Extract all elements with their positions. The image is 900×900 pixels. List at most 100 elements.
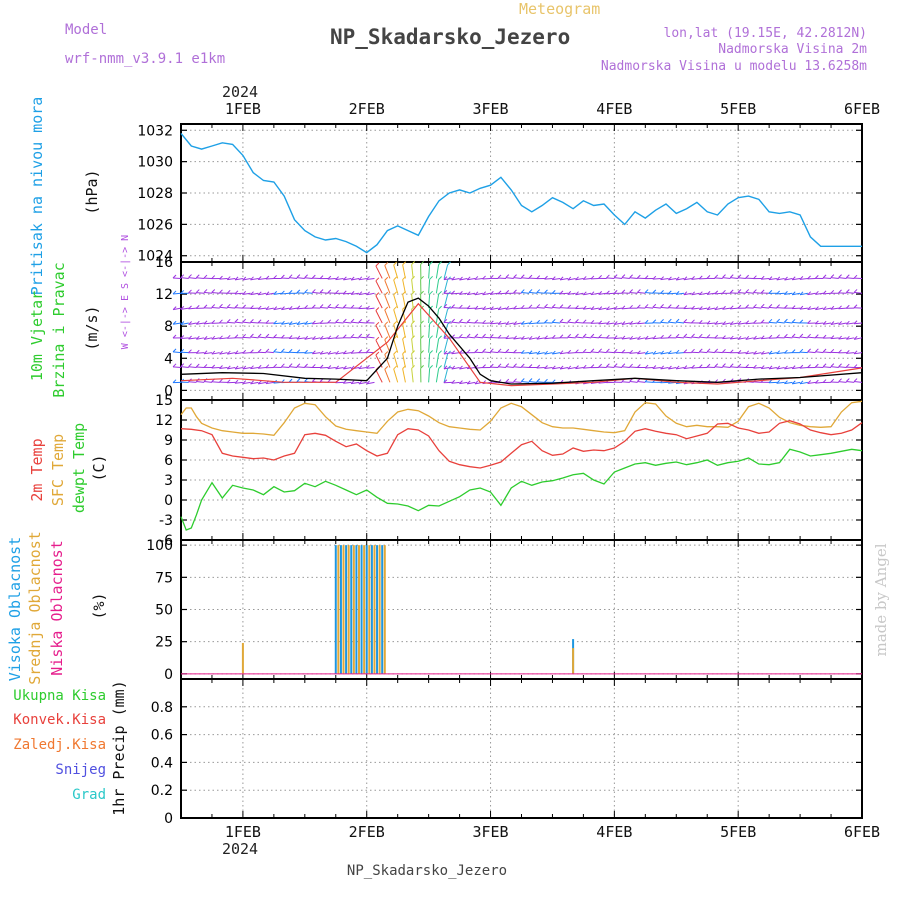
wind-arrow-head: [420, 335, 424, 340]
wind-arrow-head: [760, 350, 765, 355]
wind-arrow-head: [211, 289, 216, 293]
wind-arrow-head: [420, 261, 424, 265]
panel-cloud: 0 25 50 75 100: [146, 538, 863, 683]
wind-arrow-head: [226, 365, 231, 370]
wind-arrow: [443, 338, 449, 353]
wind-arrow-head: [188, 349, 192, 354]
wind-arrow-head: [234, 304, 239, 308]
wind-arrow-head: [753, 289, 757, 293]
wind-arrow: [411, 279, 414, 294]
wind-arrow-head: [257, 276, 262, 280]
wind-arrow: [343, 367, 352, 370]
wind-arrow-head: [273, 320, 277, 325]
wind-arrow: [203, 352, 213, 355]
wind-arrow-head: [451, 350, 456, 355]
temp-title-dewpt: dewpt Temp: [70, 423, 88, 513]
wind-arrow-head: [420, 275, 424, 280]
wind-arrow: [393, 368, 399, 383]
wind-arrow-head: [784, 318, 788, 323]
wind-arrow-head: [327, 378, 332, 383]
wind-arrow: [281, 366, 290, 369]
wind-arrow-head: [575, 319, 579, 323]
wind-arrow: [312, 337, 321, 340]
wind-arrow-head: [242, 304, 247, 309]
bottom-x-tick-label: 2FEB: [349, 823, 385, 841]
wind-arrow-head: [343, 276, 347, 281]
wind-arrow-head: [335, 289, 339, 294]
wind-arrow: [792, 321, 801, 324]
wind-arrow: [304, 322, 313, 325]
wind-arrow: [273, 351, 282, 354]
wind-arrow-head: [544, 303, 548, 308]
wind-arrow-head: [683, 365, 688, 369]
wind-arrow: [482, 336, 491, 339]
wind-arrow-head: [384, 306, 389, 311]
wind-arrow: [498, 307, 507, 311]
wind-arrow: [691, 277, 700, 280]
wind-speed-line: [180, 297, 863, 385]
wind-arrow-head: [768, 303, 773, 308]
wind-arrow-head: [582, 364, 587, 369]
wind-arrow: [745, 291, 754, 294]
wind-arrow-head: [203, 350, 208, 355]
temp-title-2m: 2m Temp: [28, 438, 46, 501]
wind-arrow-head: [729, 289, 734, 294]
wind-arrow: [668, 367, 677, 370]
pressure-title: Pritisak na nivou mora: [28, 97, 46, 296]
wind-arrow: [459, 381, 468, 385]
wind-arrow-head: [753, 335, 757, 340]
wind-arrow-head: [375, 292, 380, 297]
wind-arrow-head: [366, 305, 370, 310]
wind-arrow-head: [219, 275, 223, 280]
wind-arrow-head: [288, 335, 293, 339]
wind-arrow-head: [350, 290, 355, 295]
wind-arrow-head: [536, 319, 541, 324]
wind-arrow-head: [675, 349, 680, 354]
wind-arrow-head: [281, 348, 285, 353]
wind-arrow-head: [429, 335, 433, 340]
wind-arrow-head: [195, 289, 200, 293]
wind-arrow: [807, 292, 816, 296]
wind-arrow-head: [384, 321, 389, 326]
wind-arrow: [459, 336, 468, 339]
wind-arrow: [351, 381, 360, 385]
wind-arrow-head: [497, 334, 502, 339]
wind-arrow-head: [698, 348, 703, 353]
product-title: Meteogram: [519, 0, 600, 18]
wind-arrow-head: [822, 306, 827, 310]
wind-arrow-head: [393, 321, 398, 325]
wind-arrow-head: [590, 319, 595, 324]
wind-arrow: [528, 291, 538, 294]
wind-arrow: [188, 307, 197, 310]
wind-arrow-head: [675, 304, 680, 309]
wind-arrow: [792, 381, 801, 385]
wind-arrow: [776, 352, 785, 355]
wind-arrow-head: [807, 291, 812, 296]
wind-arrow: [435, 294, 440, 309]
wind-arrow: [660, 277, 669, 281]
wind-arrow: [393, 264, 399, 279]
wind-arrow: [675, 352, 685, 354]
wind-arrow-head: [544, 365, 548, 369]
wind-arrow-head: [459, 276, 463, 281]
wind-arrow-head: [451, 379, 455, 384]
wind-arrow: [614, 307, 623, 310]
wind-arrow: [443, 321, 452, 324]
wind-arrow-head: [497, 290, 502, 295]
wind-arrow: [505, 322, 514, 325]
wind-arrow-head: [521, 335, 525, 340]
wind-arrow: [575, 321, 584, 324]
wind-arrow-head: [172, 320, 177, 325]
wind-arrow-head: [288, 321, 293, 325]
wind-arrow-head: [466, 349, 471, 354]
wind-arrow-head: [838, 305, 842, 310]
wind-arrow-head: [652, 289, 657, 294]
wind-arrow: [676, 367, 685, 370]
wind-arrow-head: [667, 334, 672, 339]
wind-arrow: [776, 367, 785, 370]
wind-arrow: [358, 277, 367, 281]
wind-arrow-head: [358, 380, 363, 385]
wind-arrow: [435, 264, 440, 279]
wind-arrow: [575, 292, 584, 296]
wind-arrow: [784, 292, 793, 295]
